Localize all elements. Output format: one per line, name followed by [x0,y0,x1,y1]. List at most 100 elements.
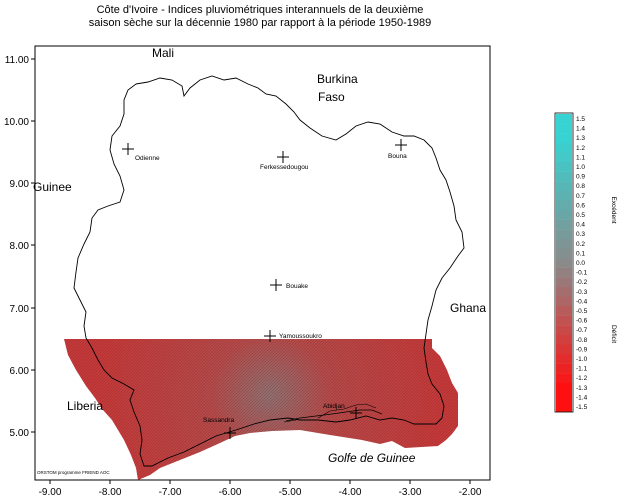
legend-swatch [556,181,572,191]
x-tick-label: -6.00 [219,487,242,498]
legend-value-label: -0.1 [576,270,588,277]
cote-divoire-border [73,75,465,467]
legend-swatch [556,344,572,355]
country-label-faso: Faso [318,90,345,104]
legend-value-label: -1.2 [576,375,588,382]
country-label-ghana: Ghana [450,301,486,315]
legend-swatch [556,229,572,239]
city-label: Bouna [388,153,407,160]
legend-value-label: -0.8 [576,337,588,344]
legend-swatch [556,296,572,307]
y-tick-label: 7.00 [10,304,30,315]
legend-swatch [556,334,572,345]
x-axis: -9.00 -8.00 -7.00 -6.00 -5.00 -4.00 -3.0… [39,480,482,498]
city-marker-odienne: Odienne [122,143,160,162]
city-label: Bouake [286,283,308,290]
legend-swatch [556,238,572,249]
y-tick-label: 8.00 [10,241,30,252]
legend-swatch [556,363,572,374]
map-title-line1: Côte d'Ivoire - Indices pluviométriques … [96,4,424,16]
legend-swatch [556,219,572,230]
legend-value-label: -0.9 [576,346,588,353]
city-label: Abidjan [323,403,345,410]
legend-value-label: 0.9 [576,174,585,181]
y-tick-label: 9.00 [10,179,30,190]
legend-value-label: -0.3 [576,289,588,296]
x-tick-label: -4.00 [339,487,362,498]
legend-swatch [556,306,572,316]
legend-swatch [556,162,572,172]
legend-value-label: 1.2 [576,145,585,152]
legend-swatch [556,171,572,182]
legend-excedent-label: Excédent [610,196,617,223]
city-marker-yamoussoukro: Yamoussoukro [264,330,322,342]
sea-label-golfe: Golfe de Guinee [328,451,416,465]
country-label-burkina: Burkina [317,72,358,86]
legend-swatch [556,114,572,124]
legend-swatch [556,402,572,412]
legend-value-label: -1.5 [576,404,588,411]
legend-swatch [556,210,572,220]
x-tick-label: -7.00 [159,487,182,498]
lagoon [283,403,383,423]
legend-value-label: 0.5 [576,212,585,219]
y-tick-label: 5.00 [10,428,30,439]
legend-deficit-label: Déficit [610,325,617,343]
y-tick-label: 10.00 [4,117,29,128]
legend-swatch [556,325,572,335]
legend-value-label: 1.0 [576,164,585,171]
legend-swatch [556,248,572,259]
legend-swatch [556,142,572,153]
legend-value-label: 1.4 [576,126,585,133]
legend-swatch [556,373,572,383]
legend-value-label: 0.4 [576,222,585,229]
map-title-line2: saison sèche sur la décennie 1980 par ra… [88,17,432,29]
y-axis: 11.00 10.00 9.00 8.00 7.00 6.00 5.00 [4,55,35,439]
deficit-region [64,339,458,480]
legend-value-label: -0.6 [576,318,588,325]
legend-swatch [556,123,572,134]
country-label-mali: Mali [152,46,174,60]
legend-swatch [556,133,572,143]
legend-value-label: 0.2 [576,241,585,248]
legend-value-label: 1.3 [576,135,585,142]
x-tick-label: -3.00 [399,487,422,498]
legend-value-label: -1.4 [576,394,588,401]
x-tick-label: -9.00 [39,487,62,498]
city-label: Yamoussoukro [279,333,322,340]
legend-swatch [556,286,572,297]
legend-value-label: -0.7 [576,327,588,334]
legend-value-label: -1.1 [576,366,588,373]
legend-value-label: 0.7 [576,193,585,200]
credit-text: ORSTOM programme FRIEND AOC [37,470,110,475]
x-tick-label: -8.00 [99,487,122,498]
city-markers: Odienne Ferkessedougou Bouna Bouake Yamo… [122,139,407,439]
legend-swatch [556,258,572,268]
legend-value-label: -1.3 [576,385,588,392]
legend-swatch [556,315,572,326]
city-marker-abidjan: Abidjan [323,403,362,419]
legend-swatch [556,267,572,278]
x-tick-label: -2.00 [459,487,482,498]
country-label-liberia: Liberia [67,399,103,413]
legend-swatch [556,354,572,364]
legend-swatch [556,200,572,211]
x-tick-label: -5.00 [279,487,302,498]
y-tick-label: 11.00 [5,55,30,66]
legend-value-label: -1.0 [576,356,588,363]
legend-swatch [556,152,572,163]
legend-value-label: 0.0 [576,260,585,267]
city-marker-sassandra: Sassandra [203,417,236,439]
city-marker-bouna: Bouna [388,139,407,160]
legend-frame [554,112,574,413]
legend-value-label: 0.3 [576,231,585,238]
legend-swatch [556,277,572,287]
legend: Excédent Déficit 1.5 1.4 1.3 1.2 1.1 1.0 0.9 0.… [554,112,617,413]
y-tick-label: 6.00 [10,366,30,377]
legend-value-label: 0.8 [576,183,585,190]
legend-swatch [556,190,572,201]
city-label: Odienne [135,155,160,162]
legend-value-label: 1.5 [576,116,585,123]
country-label-guinee: Guinee [33,180,72,194]
legend-swatch [556,392,572,403]
